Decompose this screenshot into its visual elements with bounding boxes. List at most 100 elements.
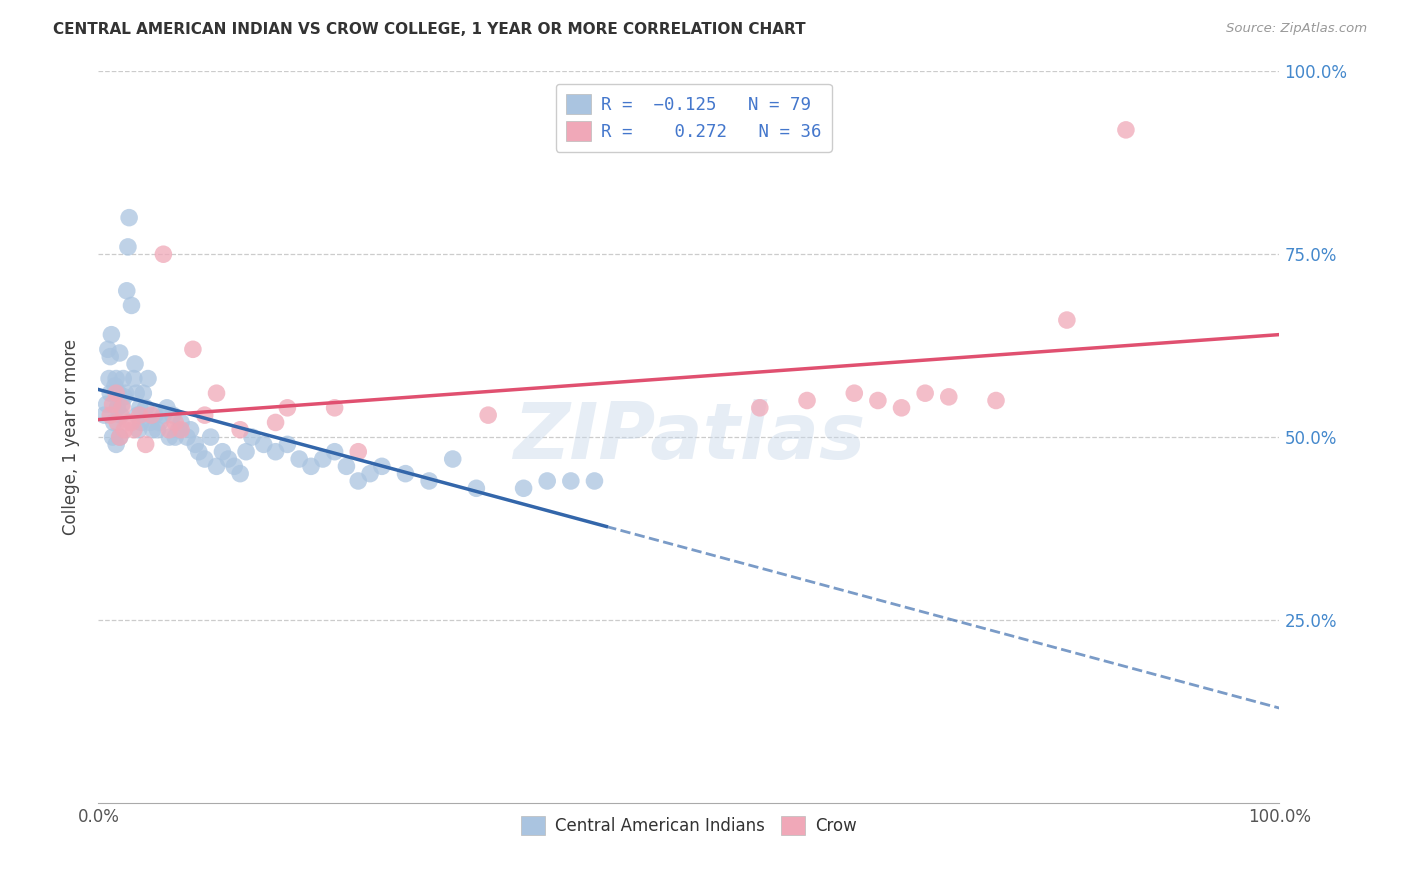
Text: CENTRAL AMERICAN INDIAN VS CROW COLLEGE, 1 YEAR OR MORE CORRELATION CHART: CENTRAL AMERICAN INDIAN VS CROW COLLEGE,… xyxy=(53,22,806,37)
Point xyxy=(135,437,157,451)
Text: ZIPatlas: ZIPatlas xyxy=(513,399,865,475)
Point xyxy=(165,430,187,444)
Point xyxy=(146,423,169,437)
Point xyxy=(101,397,124,411)
Point xyxy=(335,459,357,474)
Point xyxy=(235,444,257,458)
Point xyxy=(98,386,121,401)
Point xyxy=(866,393,889,408)
Point xyxy=(347,444,370,458)
Point xyxy=(299,459,322,474)
Point xyxy=(211,444,233,458)
Point xyxy=(162,408,184,422)
Point xyxy=(176,430,198,444)
Point xyxy=(253,437,276,451)
Point xyxy=(110,408,132,422)
Point xyxy=(157,423,180,437)
Point xyxy=(1115,123,1137,137)
Point xyxy=(105,401,128,415)
Point xyxy=(121,298,143,312)
Legend: Central American Indians, Crow: Central American Indians, Crow xyxy=(515,809,863,842)
Point xyxy=(938,390,960,404)
Point xyxy=(512,481,534,495)
Point xyxy=(129,416,152,430)
Point xyxy=(748,401,770,415)
Point xyxy=(112,390,135,404)
Point xyxy=(165,416,187,430)
Point xyxy=(117,416,139,430)
Point xyxy=(180,423,202,437)
Point xyxy=(121,416,143,430)
Point xyxy=(132,386,155,401)
Point xyxy=(152,408,174,422)
Point xyxy=(105,371,128,385)
Point xyxy=(122,371,145,385)
Point xyxy=(536,474,558,488)
Point xyxy=(135,401,157,415)
Point xyxy=(984,393,1007,408)
Point xyxy=(240,430,263,444)
Point xyxy=(796,393,818,408)
Text: Source: ZipAtlas.com: Source: ZipAtlas.com xyxy=(1226,22,1367,36)
Point xyxy=(288,452,311,467)
Point xyxy=(117,240,139,254)
Point xyxy=(97,343,120,357)
Point xyxy=(194,408,217,422)
Point xyxy=(560,474,582,488)
Point xyxy=(105,386,128,401)
Point xyxy=(124,357,146,371)
Point xyxy=(96,397,118,411)
Point xyxy=(371,459,394,474)
Point xyxy=(200,430,222,444)
Point xyxy=(229,467,252,481)
Point xyxy=(108,430,131,444)
Point xyxy=(108,430,131,444)
Point xyxy=(149,416,172,430)
Point xyxy=(114,386,136,401)
Point xyxy=(98,408,121,422)
Point xyxy=(323,401,346,415)
Point xyxy=(264,416,287,430)
Point xyxy=(136,371,159,385)
Point xyxy=(111,397,134,411)
Point xyxy=(157,430,180,444)
Point xyxy=(128,423,150,437)
Point xyxy=(276,401,298,415)
Point xyxy=(105,437,128,451)
Point xyxy=(205,459,228,474)
Point xyxy=(122,423,145,437)
Point xyxy=(100,327,122,342)
Point xyxy=(152,247,174,261)
Point xyxy=(217,452,239,467)
Point xyxy=(142,423,165,437)
Point xyxy=(229,423,252,437)
Point xyxy=(187,444,209,458)
Point xyxy=(224,459,246,474)
Point xyxy=(323,444,346,458)
Point xyxy=(264,444,287,458)
Point xyxy=(104,379,127,393)
Point xyxy=(170,423,193,437)
Point xyxy=(112,371,135,385)
Point xyxy=(156,401,179,415)
Point xyxy=(118,211,141,225)
Point xyxy=(139,416,162,430)
Point xyxy=(108,346,131,360)
Point xyxy=(347,474,370,488)
Point xyxy=(128,408,150,422)
Point xyxy=(1056,313,1078,327)
Point xyxy=(170,416,193,430)
Point xyxy=(181,343,204,357)
Point xyxy=(194,452,217,467)
Point xyxy=(167,423,190,437)
Point xyxy=(914,386,936,401)
Point xyxy=(143,408,166,422)
Point xyxy=(103,416,125,430)
Point xyxy=(93,408,115,422)
Point xyxy=(125,386,148,401)
Point xyxy=(141,408,163,422)
Point xyxy=(98,350,121,364)
Point xyxy=(583,474,606,488)
Point xyxy=(312,452,335,467)
Point xyxy=(98,371,121,385)
